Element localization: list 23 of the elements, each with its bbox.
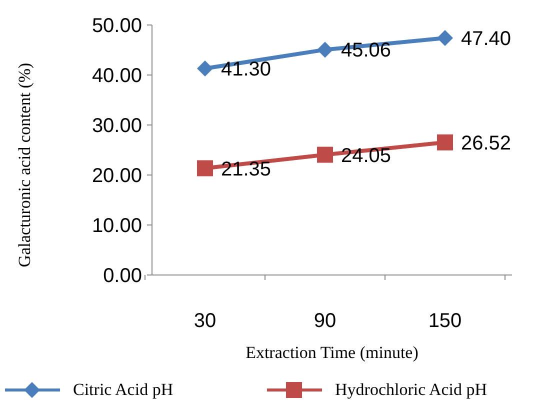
x-tick-label: 30 bbox=[194, 310, 216, 332]
point bbox=[317, 42, 333, 58]
point bbox=[317, 146, 333, 163]
point bbox=[197, 60, 213, 76]
data-label: 26.52 bbox=[461, 132, 512, 154]
point bbox=[437, 134, 453, 150]
legend-label: Citric Acid pH bbox=[73, 380, 174, 399]
x-tick-label: 90 bbox=[314, 310, 336, 332]
y-tick-label: 40.00 bbox=[92, 65, 142, 87]
y-tick-label: 30.00 bbox=[92, 115, 142, 137]
y-axis-title: Galacturonic acid content (%) bbox=[15, 62, 34, 268]
legend-label: Hydrochloric Acid pH bbox=[335, 380, 488, 399]
y-tick-label: 50.00 bbox=[92, 15, 142, 37]
data-label: 47.40 bbox=[461, 28, 512, 50]
x-axis-title: Extraction Time (minute) bbox=[246, 343, 418, 362]
y-tick-label: 0.00 bbox=[103, 265, 142, 287]
y-tick-label: 10.00 bbox=[92, 215, 142, 237]
point bbox=[437, 30, 453, 46]
data-label: 41.30 bbox=[221, 58, 272, 80]
data-label: 21.35 bbox=[221, 158, 272, 180]
point bbox=[197, 160, 213, 176]
x-tick-label: 150 bbox=[428, 310, 462, 332]
y-tick-label: 20.00 bbox=[92, 165, 142, 187]
